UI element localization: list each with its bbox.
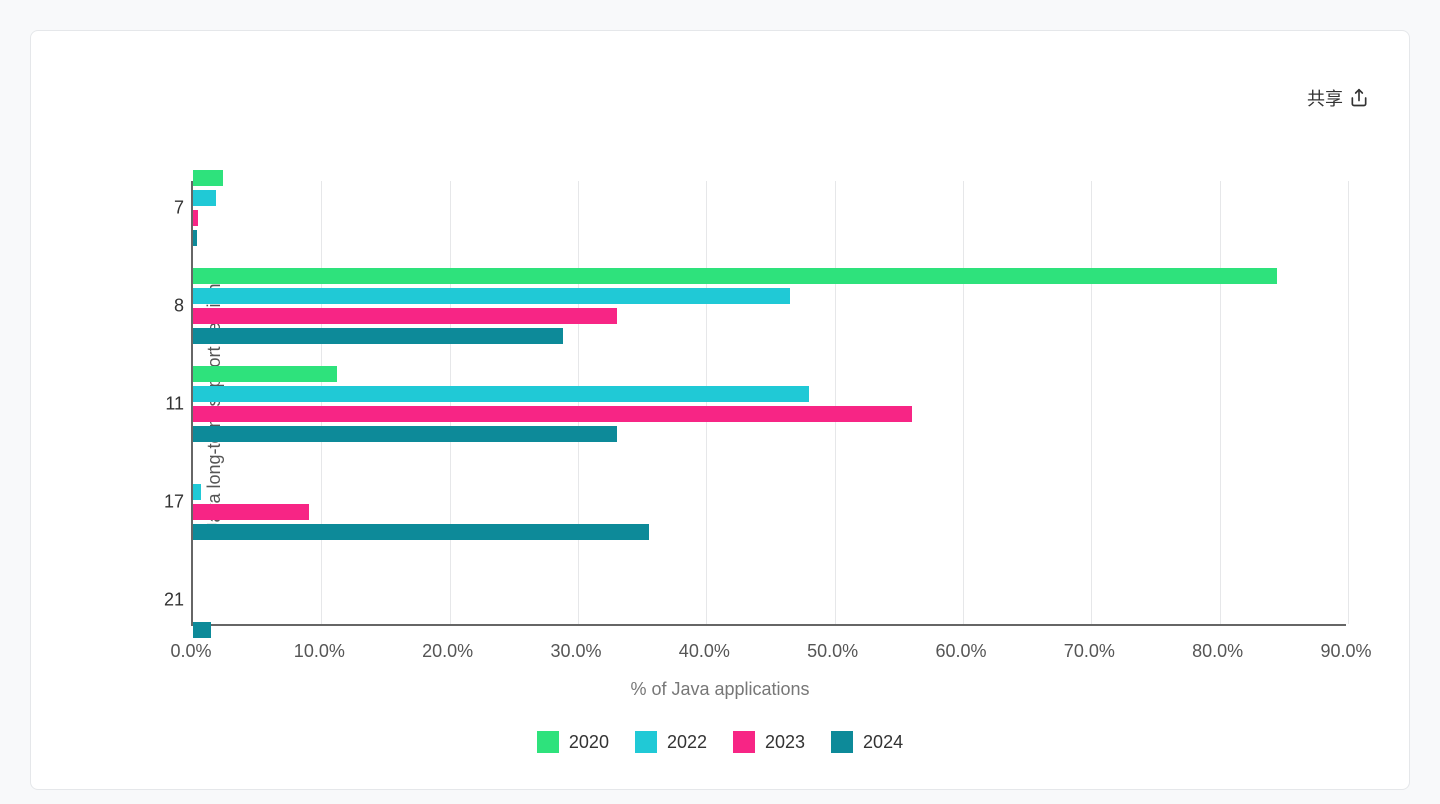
bar	[193, 328, 563, 344]
bar	[193, 386, 809, 402]
x-tick-label: 0.0%	[170, 641, 211, 662]
x-tick-label: 40.0%	[679, 641, 730, 662]
legend-label: 2020	[569, 732, 609, 753]
x-tick-label: 10.0%	[294, 641, 345, 662]
gridline	[1348, 181, 1349, 624]
share-button[interactable]: 共享	[1307, 85, 1369, 111]
gridline	[578, 181, 579, 624]
bar	[193, 406, 912, 422]
gridline	[450, 181, 451, 624]
legend-item[interactable]: 2022	[635, 731, 707, 753]
bar	[193, 484, 201, 500]
legend-swatch	[537, 731, 559, 753]
legend: 2020 2022 2023 2024	[31, 731, 1409, 753]
gridline	[1220, 181, 1221, 624]
bar	[193, 308, 617, 324]
y-tick-label: 21	[156, 589, 184, 610]
x-tick-label: 80.0%	[1192, 641, 1243, 662]
bar	[193, 170, 223, 186]
legend-item[interactable]: 2023	[733, 731, 805, 753]
legend-swatch	[635, 731, 657, 753]
x-tick-label: 20.0%	[422, 641, 473, 662]
x-tick-label: 90.0%	[1320, 641, 1371, 662]
x-tick-label: 50.0%	[807, 641, 858, 662]
bar	[193, 524, 649, 540]
bar	[193, 230, 197, 246]
bar	[193, 288, 790, 304]
legend-item[interactable]: 2024	[831, 731, 903, 753]
share-label: 共享	[1307, 85, 1343, 111]
y-tick-label: 11	[156, 393, 184, 414]
legend-swatch	[831, 731, 853, 753]
x-tick-label: 30.0%	[550, 641, 601, 662]
legend-label: 2023	[765, 732, 805, 753]
legend-label: 2022	[667, 732, 707, 753]
bar	[193, 190, 216, 206]
x-tick-label: 70.0%	[1064, 641, 1115, 662]
plot-area	[191, 181, 1346, 626]
legend-swatch	[733, 731, 755, 753]
gridline	[963, 181, 964, 624]
x-axis-title: % of Java applications	[630, 679, 809, 700]
bar	[193, 268, 1277, 284]
chart-card: 共享 Java long-term-support versions 0.0%1…	[30, 30, 1410, 790]
gridline	[321, 181, 322, 624]
gridline	[1091, 181, 1092, 624]
gridline	[835, 181, 836, 624]
x-tick-label: 60.0%	[935, 641, 986, 662]
share-icon	[1349, 88, 1369, 108]
bar	[193, 366, 337, 382]
bar	[193, 504, 309, 520]
y-tick-label: 7	[156, 197, 184, 218]
bar	[193, 210, 198, 226]
y-tick-label: 8	[156, 295, 184, 316]
gridline	[706, 181, 707, 624]
y-tick-label: 17	[156, 491, 184, 512]
legend-label: 2024	[863, 732, 903, 753]
legend-item[interactable]: 2020	[537, 731, 609, 753]
bar	[193, 426, 617, 442]
bar	[193, 622, 211, 638]
